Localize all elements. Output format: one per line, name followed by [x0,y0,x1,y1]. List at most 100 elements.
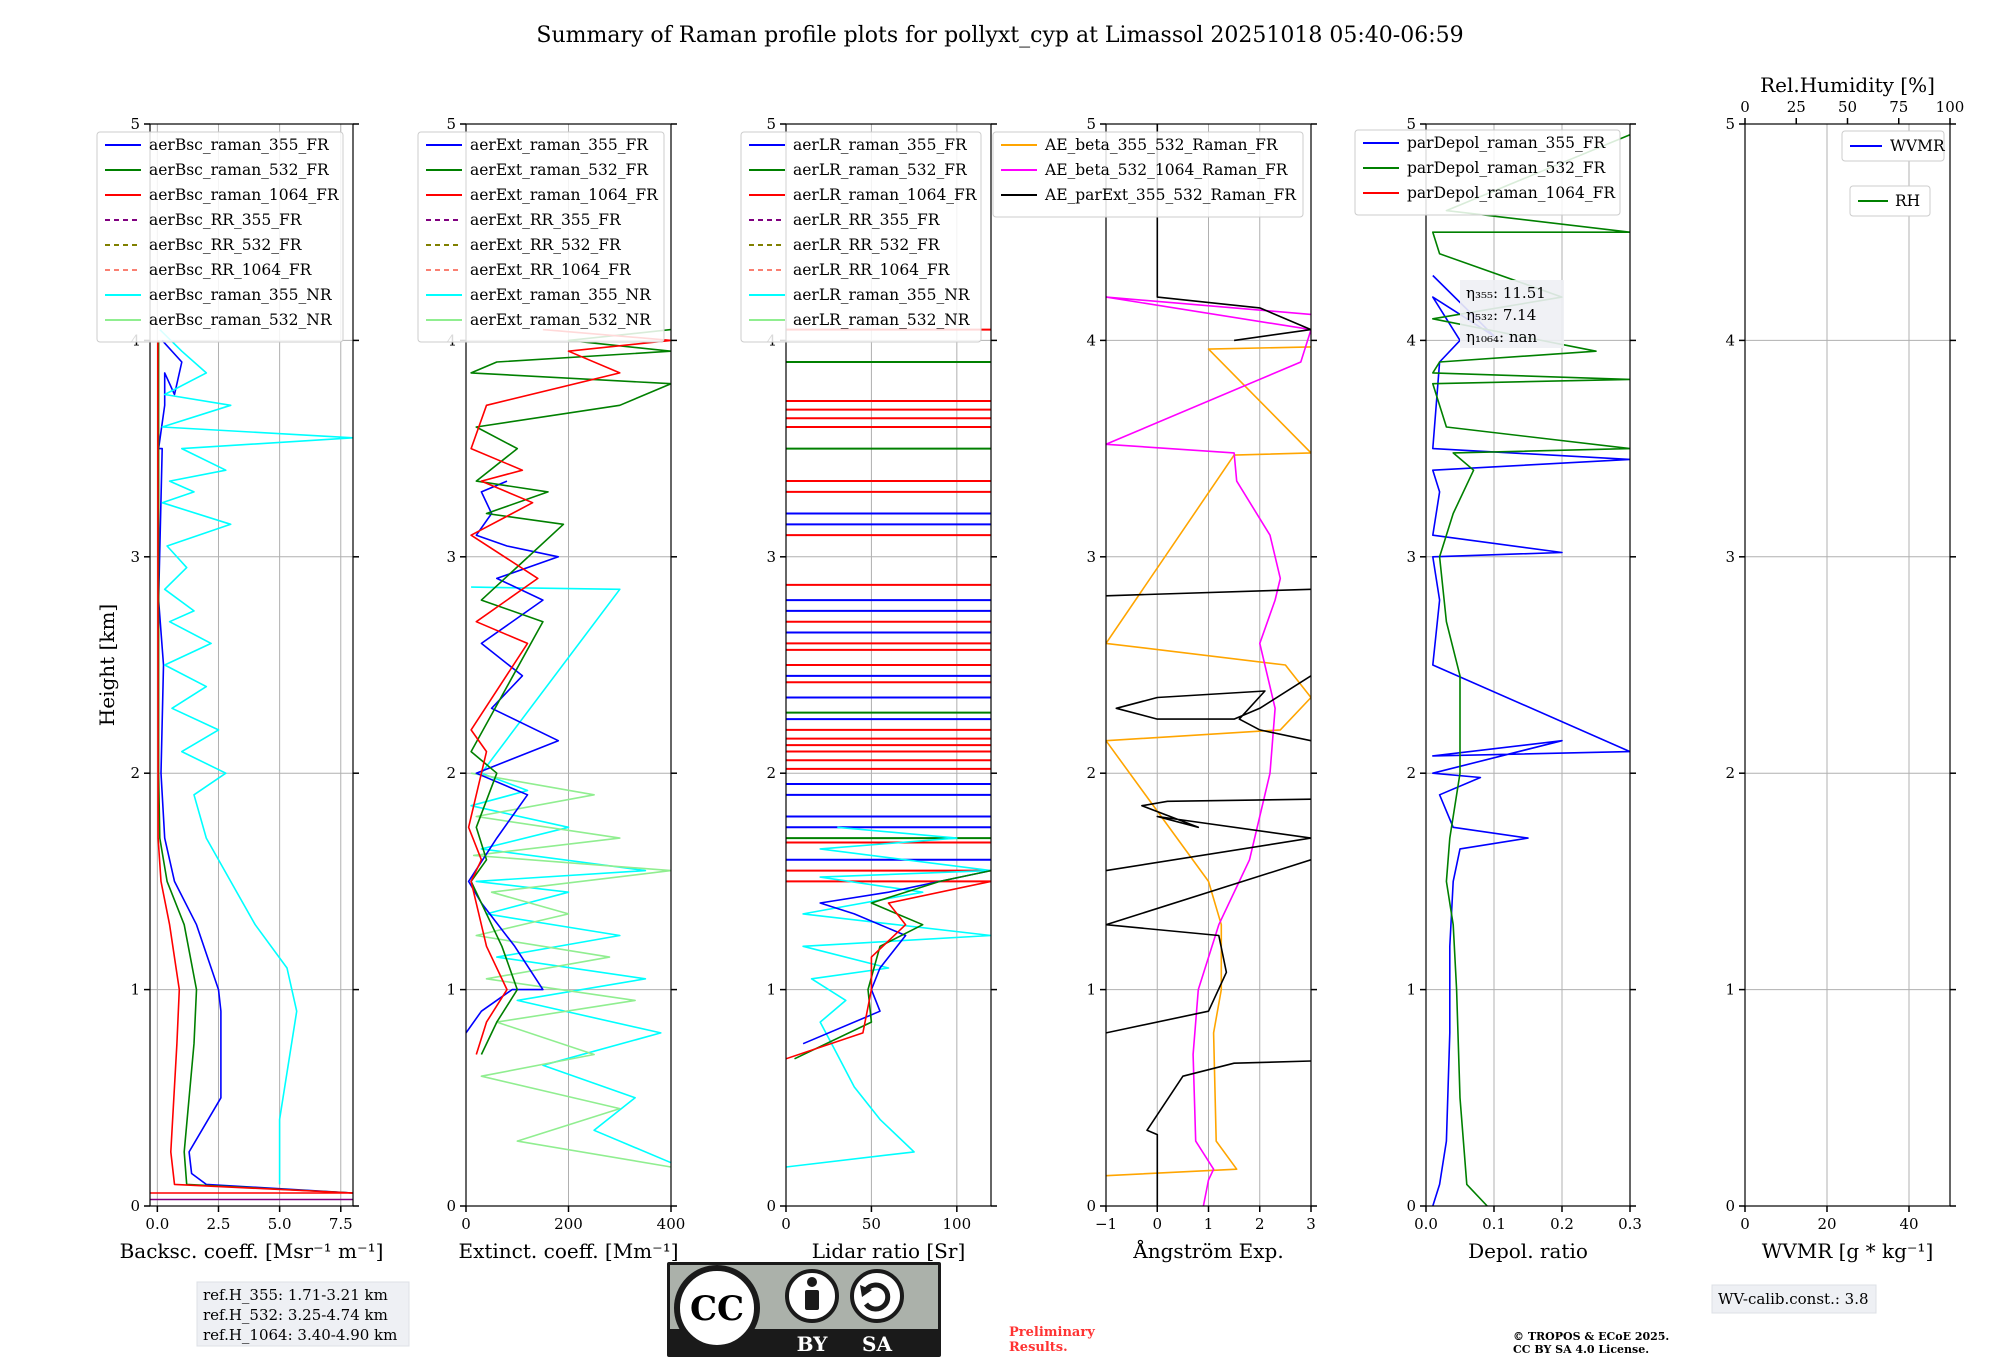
legend-box-2 [1849,185,1931,217]
copyright-line-1: © TROPOS & ECoE 2025. [1513,1330,1669,1343]
eta-annotation: η₃₅₅: 11.51 η₅₃₂: 7.14 η₁₀₆₄: nan [1460,280,1564,348]
x-axis-label: Backsc. coeff. [Msr⁻¹ m⁻¹] [120,1239,384,1263]
y-tick-label: 2 [446,764,456,782]
annotation-box [1460,280,1564,348]
series-group [1432,134,1630,1206]
series-line-aerExt_raman_532_FR [470,328,671,1055]
x-axis-label: Depol. ratio [1468,1239,1588,1263]
panel-depolarization: 0 1 2 3 4 5 0.0 0.1 0.2 0.3 Depol. ratio parDepol_r… [1354,115,1642,1263]
y-tick-label: 1 [1725,981,1735,999]
legend-label: aerLR_raman_1064_FR [793,186,978,204]
y-tick-label: 5 [130,115,140,133]
x-axis-label: Extinct. coeff. [Mm⁻¹] [458,1239,678,1263]
x-axis-label: Lidar ratio [Sr] [812,1239,966,1263]
series-line-AE_parExt_seg5 [1106,588,1311,597]
legend-label: aerExt_raman_532_NR [470,311,652,329]
x-tick-label: 0.0 [1414,1215,1438,1233]
y-tick-label: 0 [1725,1197,1735,1215]
y-tick-label: 2 [766,764,776,782]
x-axis-label: Ångström Exp. [1132,1238,1283,1263]
series-line-AE_parExt_355_532_Raman_FR [1146,1060,1311,1206]
y-tick-label: 1 [766,981,776,999]
legend-label: aerExt_raman_355_NR [470,286,652,304]
legend-box [1841,130,1945,162]
series-group [466,328,671,1168]
figure-title: Summary of Raman profile plots for polly… [536,23,1463,48]
series-line-AE_parExt_seg6 [1156,124,1311,342]
ref-heights-box: ref.H_355: 1.71-3.21 km ref.H_532: 3.25-… [196,1281,410,1347]
x-tick-label: −1 [1095,1215,1117,1233]
x-tick-label: 5.0 [268,1215,292,1233]
cc-sa-label: SA [862,1332,892,1356]
x-tick-label: 2.5 [207,1215,231,1233]
legend: aerLR_raman_355_FR aerLR_raman_532_FR aerL… [740,131,982,343]
y-tick-label: 4 [1086,331,1096,349]
y-tick-label: 0 [1406,1197,1416,1215]
annotation-line: η₁₀₆₄: nan [1466,328,1537,346]
series-line-AE_parExt_seg4 [1115,675,1311,742]
panels: 0 1 2 3 4 5 0.0 2.5 5.0 7.5 Backsc. coeff. [Msr⁻¹ … [96,73,1964,1263]
series-line-aerBsc_raman_1064_FR [157,340,353,1194]
ref-height-532: ref.H_532: 3.25-4.74 km [203,1306,388,1324]
y-tick-label: 2 [1725,764,1735,782]
y-tick-label: 5 [1086,115,1096,133]
y-tick-label: 0 [1086,1197,1096,1215]
legend-label: parDepol_raman_1064_FR [1407,184,1616,202]
series-group [1106,124,1311,1206]
legend-label: aerBsc_raman_355_FR [149,136,330,154]
legend-label: aerBsc_RR_1064_FR [149,261,313,279]
series-line-AE_beta_532_1064_Raman_FR [1106,296,1311,1206]
y-tick-label: 5 [446,115,456,133]
y-tick-label: 3 [446,548,456,566]
legend-label: aerLR_RR_355_FR [793,211,941,229]
x-tick-label: 100 [943,1215,972,1233]
series-line-aerLR_raman_355_NR [786,826,991,1168]
y-tick-label: 5 [766,115,776,133]
series-line-aerLR_raman_1064_FR [786,880,991,1060]
legend-label: aerBsc_RR_355_FR [149,211,303,229]
legend-box [96,131,344,343]
axes-frame [1744,123,1951,1207]
legend-label: aerLR_RR_532_FR [793,236,941,254]
series-group [150,329,353,1201]
series-line-aerLR_raman_355_FR [802,869,991,1045]
x-tick-label: 0 [781,1215,791,1233]
legend-box [1354,129,1621,216]
legend-label: aerExt_RR_1064_FR [470,261,632,279]
legend-label: RH [1895,192,1920,210]
legend-label: aerLR_RR_1064_FR [793,261,951,279]
series-line-aerBsc_raman_355_NR [159,329,353,1185]
legend-label: AE_parExt_355_532_Raman_FR [1044,186,1297,204]
preliminary-line-1: Preliminary [1009,1325,1095,1340]
axes-frame [149,123,354,1207]
x-tick-label: 400 [657,1215,686,1233]
annotation-line: η₃₅₅: 11.51 [1466,284,1546,302]
legend-label: AE_beta_355_532_Raman_FR [1044,136,1279,154]
y-tick-label: 3 [766,548,776,566]
legend-label: aerLR_raman_532_NR [793,311,971,329]
legend-box [992,131,1304,218]
y-tick-label: 3 [1406,548,1416,566]
cc-license-badge: CC BY SA [667,1262,941,1357]
by-attribution-icon [785,1269,839,1323]
series-line-AE_parExt_seg2 [1106,859,1311,1034]
legend-label: AE_beta_532_1064_Raman_FR [1044,161,1289,179]
legend-label: aerBsc_raman_532_FR [149,161,330,179]
y-tick-label: 2 [1406,764,1416,782]
top-x-tick-label: 50 [1838,98,1857,116]
y-tick-label: 1 [130,981,140,999]
top-axis-label: Rel.Humidity [%] [1760,73,1935,97]
top-x-tick-label: 25 [1787,98,1806,116]
x-tick-label: 7.5 [329,1215,353,1233]
legend-label: aerBsc_raman_532_NR [149,311,333,329]
wv-calib-text: WV-calib.const.: 3.8 [1718,1290,1869,1308]
x-tick-label: 2 [1255,1215,1265,1233]
legend: WVMR RH [1841,130,1946,217]
series-line-aerExt_raman_355_FR [466,480,560,1034]
y-tick-label: 3 [130,548,140,566]
cc-circle-icon [674,1265,760,1351]
legend: AE_beta_355_532_Raman_FR AE_beta_532_1064… [992,131,1304,218]
legend: aerExt_raman_355_FR aerExt_raman_532_FRae… [417,131,665,343]
y-tick-label: 2 [1086,764,1096,782]
ref-height-1064: ref.H_1064: 3.40-4.90 km [203,1326,397,1344]
